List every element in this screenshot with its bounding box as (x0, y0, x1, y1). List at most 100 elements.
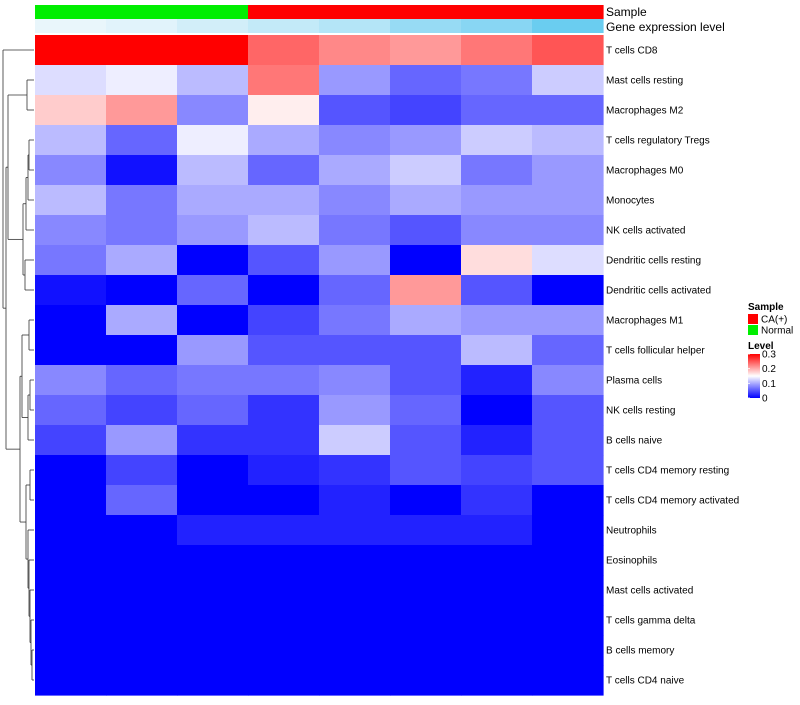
heatmap-cell (177, 395, 249, 426)
heatmap-cell (248, 65, 320, 96)
heatmap-cell (390, 635, 462, 666)
heatmap-cell (35, 665, 107, 696)
heatmap-cell (461, 305, 533, 336)
heatmap-cell (248, 215, 320, 246)
colorbar-tick-label: 0.1 (762, 379, 776, 390)
expression-annotation-cell (461, 19, 533, 33)
heatmap-cell (35, 125, 107, 156)
expression-annotation-cell (319, 19, 391, 33)
heatmap-cell (461, 335, 533, 366)
heatmap-cell (248, 635, 320, 666)
row-label: Neutrophils (606, 526, 657, 537)
heatmap-cell (390, 215, 462, 246)
heatmap-cell (532, 455, 604, 486)
legend-item-label: CA(+) (761, 315, 787, 326)
heatmap-cell (390, 95, 462, 126)
heatmap-cell (532, 155, 604, 186)
heatmap-cell (35, 305, 107, 336)
heatmap-cell (390, 485, 462, 516)
heatmap-cell (35, 575, 107, 606)
heatmap-cell (177, 215, 249, 246)
heatmap-cell (177, 95, 249, 126)
heatmap-cell (461, 485, 533, 516)
heatmap-cell (390, 575, 462, 606)
row-label: Macrophages M2 (606, 106, 684, 117)
heatmap-cell (319, 245, 391, 276)
heatmap-cell (177, 605, 249, 636)
row-label: Macrophages M1 (606, 316, 684, 327)
heatmap-cell (177, 305, 249, 336)
heatmap-cell (390, 35, 462, 66)
heatmap-cell (532, 305, 604, 336)
heatmap-cell (106, 665, 178, 696)
colorbar-tick-label: 0.3 (762, 350, 776, 361)
heatmap-cell (248, 575, 320, 606)
heatmap-cell (461, 35, 533, 66)
heatmap-cell (35, 185, 107, 216)
heatmap-cell (248, 365, 320, 396)
heatmap-cell (532, 515, 604, 546)
heatmap-cell (532, 365, 604, 396)
sample-annotation-cell (177, 5, 249, 19)
legend-item-label: Normal (761, 326, 793, 337)
heatmap-cell (248, 395, 320, 426)
heatmap-cell (35, 155, 107, 186)
heatmap-cell (461, 545, 533, 576)
heatmap-cell (177, 155, 249, 186)
row-label: T cells CD8 (606, 46, 658, 57)
heatmap-cell (106, 335, 178, 366)
sample-annotation-cell (106, 5, 178, 19)
heatmap-cell (177, 455, 249, 486)
heatmap-cell (532, 395, 604, 426)
heatmap-cell (319, 575, 391, 606)
heatmap-cell (390, 425, 462, 456)
heatmap-cell (35, 515, 107, 546)
row-label: T cells CD4 memory resting (606, 466, 729, 477)
heatmap-cell (532, 545, 604, 576)
expression-annotation-cell (248, 19, 320, 33)
heatmap-cell (461, 365, 533, 396)
heatmap-cell (106, 95, 178, 126)
heatmap-cell (177, 185, 249, 216)
heatmap-cell (461, 155, 533, 186)
heatmap-cell (106, 605, 178, 636)
heatmap-cell (532, 425, 604, 456)
heatmap-cell (390, 365, 462, 396)
heatmap-cell (319, 125, 391, 156)
heatmap-cell (35, 395, 107, 426)
heatmap-cell (106, 125, 178, 156)
expression-annotation-cell (177, 19, 249, 33)
heatmap-cell (390, 515, 462, 546)
heatmap-cell (319, 35, 391, 66)
heatmap-cell (461, 185, 533, 216)
row-label: Plasma cells (606, 376, 662, 387)
heatmap-cell (390, 545, 462, 576)
heatmap-cell (177, 485, 249, 516)
heatmap-cell (390, 305, 462, 336)
heatmap-cell (532, 275, 604, 306)
sample-annotation-cell (35, 5, 107, 19)
heatmap-cell (319, 305, 391, 336)
heatmap-cell (461, 245, 533, 276)
heatmap-cell (532, 65, 604, 96)
heatmap-cell (248, 665, 320, 696)
heatmap-cell (532, 185, 604, 216)
heatmap-cell (177, 35, 249, 66)
annotation-label-expression: Gene expression level (606, 20, 725, 34)
heatmap-cell (248, 425, 320, 456)
row-label: Dendritic cells resting (606, 256, 701, 267)
heatmap-cell (461, 65, 533, 96)
heatmap-cell (106, 395, 178, 426)
expression-annotation-cell (390, 19, 462, 33)
heatmap-cell (532, 95, 604, 126)
row-label: T cells CD4 memory activated (606, 496, 739, 507)
level-colorbar (748, 354, 760, 398)
heatmap-cell (35, 425, 107, 456)
heatmap-cell (532, 575, 604, 606)
row-label: Mast cells activated (606, 586, 693, 597)
heatmap-cell (177, 425, 249, 456)
heatmap-cell (390, 335, 462, 366)
